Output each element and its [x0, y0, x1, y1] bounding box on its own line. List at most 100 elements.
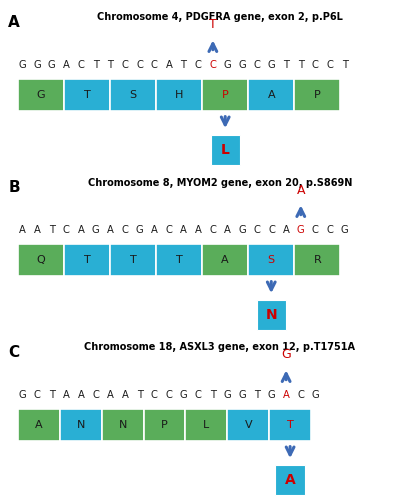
- Bar: [156, 244, 202, 276]
- Bar: [110, 78, 156, 111]
- Text: A: A: [180, 225, 187, 235]
- Text: T: T: [107, 60, 113, 70]
- Bar: [248, 78, 294, 111]
- Text: A: A: [166, 60, 172, 70]
- Text: G: G: [179, 390, 188, 400]
- Text: T: T: [93, 60, 98, 70]
- Text: G: G: [267, 60, 276, 70]
- Text: C: C: [136, 60, 143, 70]
- Text: C: C: [210, 225, 216, 235]
- Text: C: C: [210, 60, 216, 70]
- Text: T: T: [209, 18, 217, 32]
- Text: C: C: [166, 225, 172, 235]
- Text: A: A: [297, 184, 305, 196]
- Text: G: G: [33, 60, 41, 70]
- Bar: [156, 78, 202, 111]
- Text: C: C: [92, 390, 99, 400]
- Bar: [256, 300, 286, 330]
- Text: P: P: [222, 90, 229, 100]
- Text: A: A: [221, 255, 229, 265]
- Bar: [64, 78, 110, 111]
- Bar: [202, 244, 248, 276]
- Text: C: C: [78, 60, 84, 70]
- Text: A: A: [34, 225, 40, 235]
- Text: S: S: [129, 90, 137, 100]
- Text: C: C: [63, 225, 70, 235]
- Text: G: G: [223, 60, 232, 70]
- Bar: [210, 135, 240, 165]
- Text: G: G: [341, 225, 349, 235]
- Text: N: N: [265, 308, 277, 322]
- Text: C: C: [34, 390, 40, 400]
- Text: C: C: [254, 225, 260, 235]
- Text: C: C: [151, 60, 158, 70]
- Text: C: C: [122, 225, 128, 235]
- Text: C: C: [298, 390, 304, 400]
- Text: C: C: [254, 60, 260, 70]
- Bar: [102, 409, 144, 441]
- Bar: [18, 244, 64, 276]
- Text: G: G: [223, 390, 232, 400]
- Text: A: A: [8, 15, 20, 30]
- Bar: [18, 78, 64, 111]
- Text: T: T: [49, 390, 55, 400]
- Text: T: T: [298, 60, 304, 70]
- Text: A: A: [285, 473, 295, 487]
- Text: G: G: [37, 90, 45, 100]
- Text: L: L: [221, 143, 230, 157]
- Text: A: A: [107, 390, 114, 400]
- Text: C: C: [327, 60, 333, 70]
- Text: L: L: [203, 420, 210, 430]
- Text: G: G: [18, 390, 26, 400]
- Text: H: H: [175, 90, 183, 100]
- Text: G: G: [238, 60, 246, 70]
- Bar: [18, 409, 60, 441]
- Text: Chromosome 4, PDGFRA gene, exon 2, p.P6L: Chromosome 4, PDGFRA gene, exon 2, p.P6L: [97, 12, 343, 22]
- Text: A: A: [19, 225, 26, 235]
- Text: T: T: [181, 60, 186, 70]
- Bar: [276, 465, 305, 495]
- Text: P: P: [314, 90, 321, 100]
- Text: T: T: [342, 60, 348, 70]
- Bar: [186, 409, 227, 441]
- Text: A: A: [35, 420, 43, 430]
- Text: A: A: [151, 225, 158, 235]
- Text: C: C: [122, 60, 128, 70]
- Text: P: P: [161, 420, 168, 430]
- Bar: [202, 78, 248, 111]
- Bar: [294, 244, 340, 276]
- Text: A: A: [63, 60, 70, 70]
- Text: C: C: [195, 390, 201, 400]
- Text: N: N: [77, 420, 85, 430]
- Text: A: A: [63, 390, 70, 400]
- Text: A: A: [224, 225, 231, 235]
- Text: R: R: [313, 255, 321, 265]
- Text: T: T: [283, 60, 289, 70]
- Text: V: V: [245, 420, 252, 430]
- Text: A: A: [107, 225, 114, 235]
- Text: T: T: [84, 90, 90, 100]
- Text: G: G: [297, 225, 305, 235]
- Text: A: A: [283, 390, 289, 400]
- Text: C: C: [312, 225, 319, 235]
- Text: Chromosome 8, MYOM2 gene, exon 20, p.S869N: Chromosome 8, MYOM2 gene, exon 20, p.S86…: [88, 178, 352, 188]
- Bar: [227, 409, 269, 441]
- Text: A: A: [267, 90, 275, 100]
- Text: B: B: [8, 180, 20, 195]
- Text: S: S: [268, 255, 275, 265]
- Text: G: G: [267, 390, 276, 400]
- Text: G: G: [238, 225, 246, 235]
- Text: G: G: [92, 225, 100, 235]
- Bar: [60, 409, 102, 441]
- Text: Chromosome 18, ASXL3 gene, exon 12, p.T1751A: Chromosome 18, ASXL3 gene, exon 12, p.T1…: [84, 342, 355, 352]
- Text: C: C: [195, 60, 201, 70]
- Text: T: T: [49, 225, 55, 235]
- Text: T: T: [130, 255, 136, 265]
- Text: C: C: [166, 390, 172, 400]
- Bar: [269, 409, 311, 441]
- Text: T: T: [137, 390, 142, 400]
- Text: A: A: [283, 225, 289, 235]
- Text: C: C: [268, 225, 275, 235]
- Text: G: G: [48, 60, 56, 70]
- Text: G: G: [238, 390, 246, 400]
